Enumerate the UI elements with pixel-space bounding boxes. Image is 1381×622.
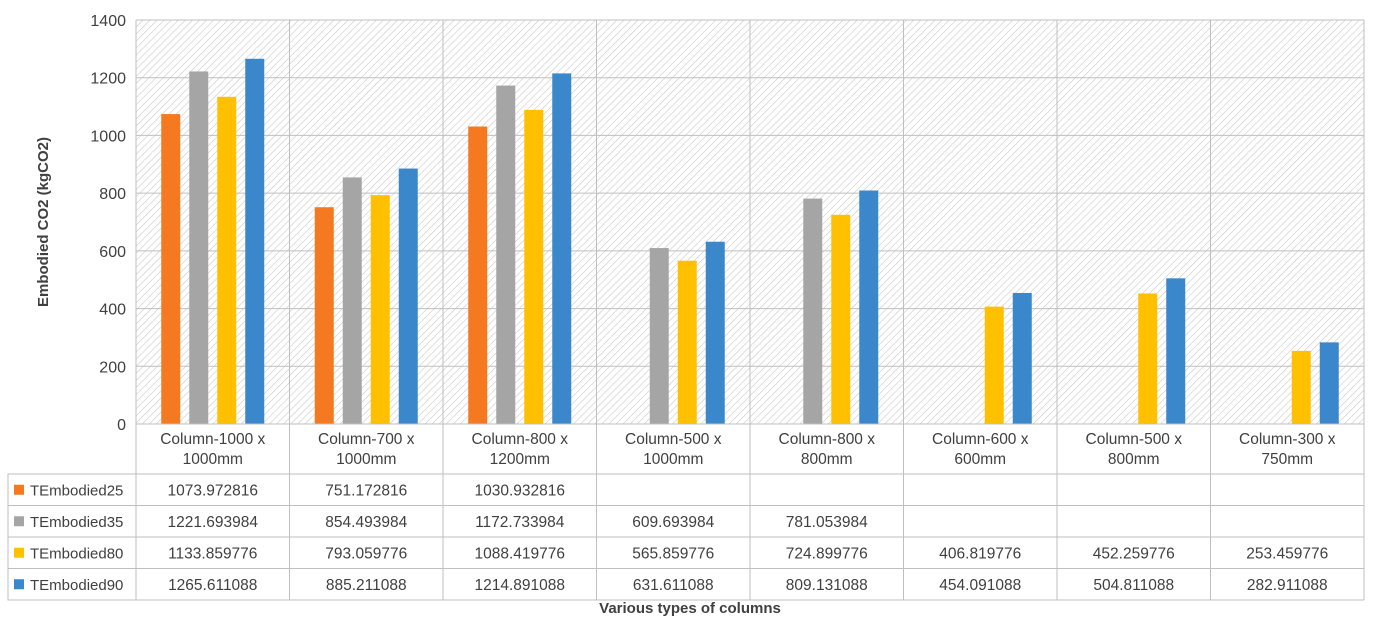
gridlines	[135, 19, 1365, 425]
bar	[1138, 293, 1158, 424]
bar	[705, 241, 725, 424]
x-axis-label: Various types of columns	[599, 600, 781, 617]
legend-entry: TEmbodied90	[30, 577, 123, 594]
y-tick-label: 800	[99, 186, 126, 203]
data-label: 793.059776	[325, 545, 407, 562]
data-label: 454.091088	[939, 577, 1021, 594]
data-label: 631.611088	[633, 577, 714, 594]
bar	[161, 114, 181, 425]
bars	[161, 58, 1339, 425]
y-tick-label: 0	[117, 417, 126, 434]
bar	[245, 58, 265, 425]
data-table: Column-1000 x 1000mm Column-700 x 1000mm Col…	[7, 423, 1365, 601]
x-tick-label: Column-300 x 750mm	[1239, 431, 1336, 468]
bar	[859, 190, 879, 424]
data-label: 1221.693984	[167, 514, 258, 531]
bar	[1319, 342, 1339, 424]
data-label: 809.131088	[786, 577, 868, 594]
bar	[1012, 292, 1032, 424]
y-tick-label: 1200	[90, 71, 126, 88]
data-label: 282.911088	[1247, 577, 1328, 594]
data-label: 452.259776	[1093, 545, 1175, 562]
data-label: 504.811088	[1093, 577, 1174, 594]
data-label: 1030.932816	[474, 482, 565, 499]
y-tick-label: 600	[99, 244, 126, 261]
bar	[398, 168, 418, 424]
data-label: 781.053984	[786, 514, 868, 531]
bar	[217, 96, 237, 424]
x-tick-label: Column-700 x 1000mm	[318, 431, 415, 468]
bar	[677, 260, 697, 424]
bar	[1166, 278, 1186, 424]
bar	[831, 214, 851, 424]
y-tick-label: 1400	[90, 13, 126, 30]
data-label: 1265.611088	[168, 577, 257, 594]
data-label: 854.493984	[325, 514, 407, 531]
legend-key	[14, 516, 24, 527]
x-tick-label: Column-600 x 600mm	[932, 431, 1029, 468]
legend-entry: TEmbodied80	[30, 545, 123, 562]
x-tick-label: Column-800 x 1200mm	[472, 431, 569, 468]
legend-key	[14, 484, 24, 495]
data-label: 1073.972816	[167, 482, 258, 499]
bar	[189, 71, 209, 424]
x-tick-label: Column-500 x 800mm	[1086, 431, 1183, 468]
data-label: 565.859776	[632, 545, 714, 562]
bar	[314, 207, 334, 424]
data-label: 1133.859776	[168, 545, 257, 562]
bar	[342, 177, 362, 424]
y-tick-label: 200	[99, 359, 126, 376]
legend-key	[14, 579, 24, 590]
data-label: 406.819776	[939, 545, 1021, 562]
data-label: 253.459776	[1246, 545, 1328, 562]
bar	[984, 306, 1004, 424]
x-tick-label: Column-1000 x 1000mm	[160, 431, 265, 468]
data-label: 724.899776	[786, 545, 868, 562]
y-axis-ticks: 0 200 400 600 800 1000 1200 1400	[90, 13, 126, 434]
bar	[1291, 350, 1311, 424]
y-tick-label: 400	[99, 302, 126, 319]
bar	[370, 195, 390, 424]
data-label: 1214.891088	[474, 577, 565, 594]
y-tick-label: 1000	[90, 128, 126, 145]
bar	[803, 198, 823, 424]
bar	[524, 109, 544, 424]
bar	[649, 248, 669, 424]
y-axis-label: Embodied CO2 (kgCO2)	[35, 137, 52, 307]
bar	[468, 126, 488, 424]
x-tick-label: Column-500 x 1000mm	[625, 431, 722, 468]
data-label: 751.172816	[325, 482, 407, 499]
data-label: 1088.419776	[474, 545, 565, 562]
x-tick-label: Column-800 x 800mm	[779, 431, 876, 468]
data-label: 885.211088	[326, 577, 407, 594]
data-label: 609.693984	[632, 514, 714, 531]
legend-key	[14, 547, 24, 558]
bar	[496, 85, 516, 424]
data-label: 1172.733984	[475, 514, 565, 531]
bar	[552, 73, 572, 424]
legend-entry: TEmbodied35	[30, 514, 123, 531]
legend-entry: TEmbodied25	[30, 482, 123, 499]
